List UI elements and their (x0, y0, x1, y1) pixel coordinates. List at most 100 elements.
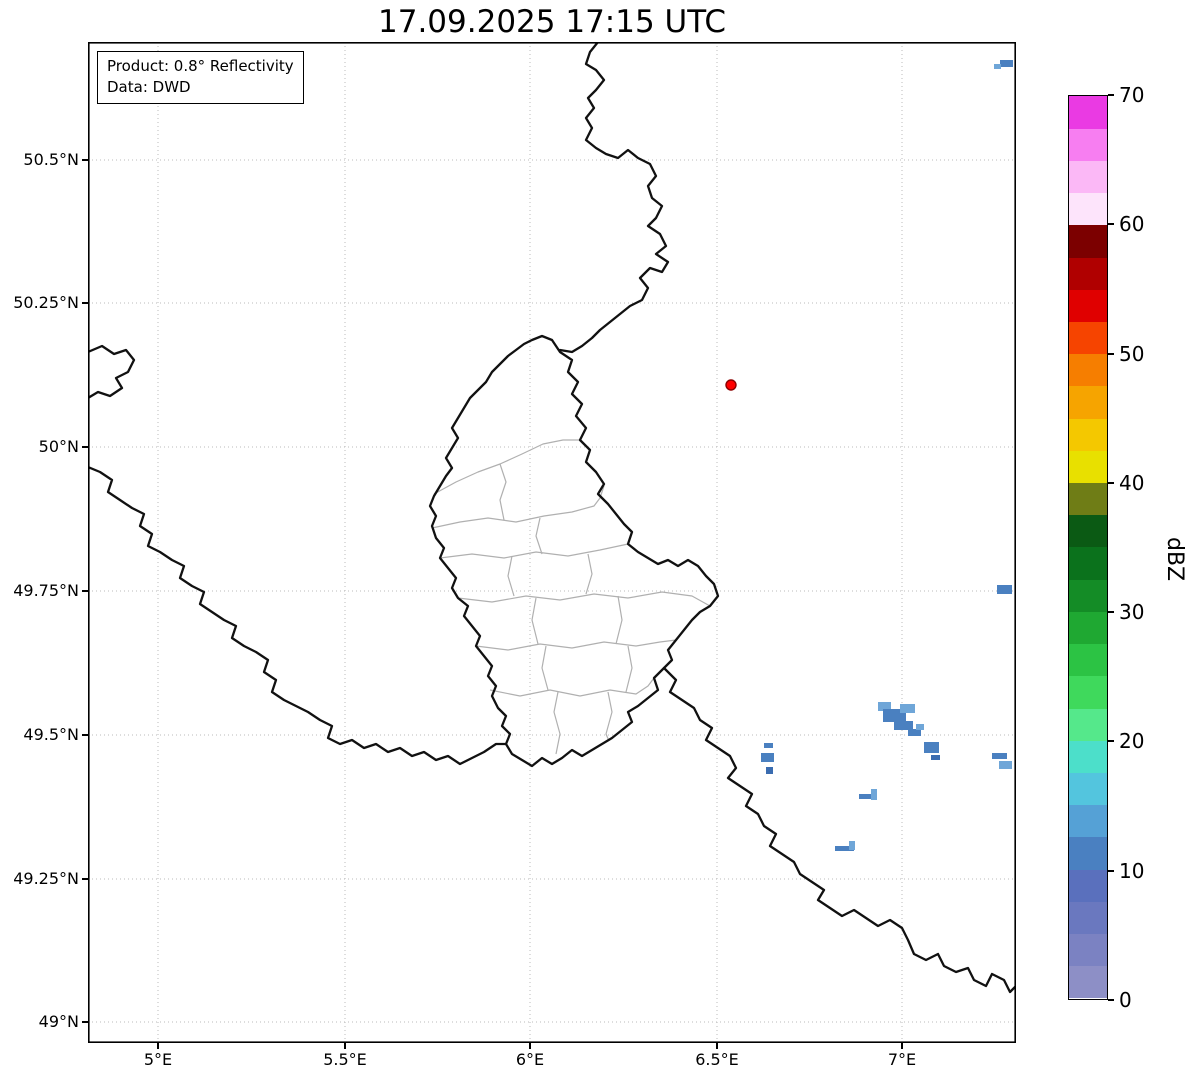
x-tick-label: 6°E (515, 1050, 545, 1069)
canton-border (585, 553, 593, 595)
colorbar-segment (1069, 643, 1107, 677)
canton-border (531, 597, 539, 645)
colorbar-segment (1069, 546, 1107, 580)
radar-echo (992, 753, 1007, 759)
radar-echo (908, 729, 921, 736)
colorbar-tick-mark (1108, 999, 1114, 1001)
colorbar-tick-label: 50 (1119, 341, 1145, 366)
colorbar-segment (1069, 772, 1107, 806)
colorbar-segment (1069, 579, 1107, 612)
radar-echo (894, 721, 913, 730)
info-product: Product: 0.8° Reflectivity (107, 57, 294, 75)
radar-echo (924, 742, 939, 753)
y-tick-mark (82, 878, 88, 880)
x-tick-mark (716, 1043, 718, 1049)
canton-border (507, 555, 515, 597)
y-tick-mark (82, 1021, 88, 1023)
colorbar-segment (1069, 707, 1107, 741)
canton-border (605, 691, 613, 742)
x-tick-label: 6.5°E (695, 1050, 739, 1069)
canton-border (489, 677, 655, 697)
colorbar (1068, 95, 1108, 1000)
colorbar-tick-label: 70 (1119, 83, 1145, 107)
canton-border (625, 645, 633, 693)
radar-echo (878, 702, 891, 711)
x-tick-mark (901, 1043, 903, 1049)
canton-border (499, 463, 507, 521)
colorbar-segment (1069, 192, 1107, 226)
canton-border (433, 439, 580, 495)
colorbar-tick-label: 10 (1119, 858, 1145, 883)
x-tick-label: 5°E (143, 1050, 173, 1069)
radar-echo (835, 846, 854, 851)
colorbar-tick-label: 60 (1119, 212, 1145, 237)
colorbar-segment (1069, 482, 1107, 516)
y-tick-mark (82, 302, 88, 304)
y-tick-mark (82, 159, 88, 161)
colorbar-segment (1069, 257, 1107, 290)
radar-echo (766, 767, 773, 774)
canton-border (457, 591, 711, 607)
canton-border (439, 543, 629, 559)
country-border (428, 334, 720, 768)
colorbar-segment (1069, 321, 1107, 355)
colorbar-tick-mark (1108, 352, 1114, 355)
canton-border (541, 645, 549, 691)
colorbar-segment (1069, 933, 1107, 967)
map-plot: Product: 0.8° Reflectivity Data: DWD (88, 42, 1016, 1043)
colorbar-segment (1069, 868, 1107, 902)
y-tick-mark (82, 734, 88, 736)
info-source: Data: DWD (107, 78, 191, 96)
y-tick-label: 49.75°N (13, 581, 79, 600)
colorbar-tick-label: 30 (1119, 600, 1145, 625)
colorbar-tick-mark (1108, 869, 1114, 872)
y-tick-label: 49°N (38, 1012, 79, 1031)
colorbar-segment (1069, 418, 1107, 451)
colorbar-tick-label: 40 (1119, 470, 1145, 495)
radar-echo (916, 724, 924, 730)
y-tick-label: 50.25°N (13, 293, 79, 312)
radar-echo (999, 761, 1012, 769)
colorbar-tick-mark (1108, 611, 1114, 614)
colorbar-segment (1069, 160, 1107, 194)
colorbar-segment (1069, 514, 1107, 548)
colorbar-tick-label: 20 (1119, 729, 1145, 754)
colorbar-segment (1069, 611, 1107, 645)
info-box: Product: 0.8° Reflectivity Data: DWD (97, 51, 304, 104)
colorbar-segment (1069, 836, 1107, 870)
radar-echo (859, 794, 876, 799)
radar-echo (997, 585, 1012, 594)
canton-border (475, 639, 677, 651)
radar-echo (764, 743, 773, 748)
canton-border (615, 595, 623, 645)
colorbar-tick-mark (1108, 223, 1114, 226)
plot-frame (88, 42, 1016, 1043)
radar-echo (871, 789, 877, 800)
country-border (88, 344, 136, 400)
y-tick-label: 49.5°N (23, 725, 79, 744)
x-tick-mark (529, 1043, 531, 1049)
x-tick-label: 5.5°E (323, 1050, 367, 1069)
colorbar-label: dBZ (1162, 537, 1187, 582)
radar-echo (761, 753, 774, 762)
y-tick-mark (82, 446, 88, 448)
radar-site-marker (725, 379, 737, 391)
radar-echo (994, 64, 1001, 69)
colorbar-segment (1069, 385, 1107, 419)
x-tick-mark (344, 1043, 346, 1049)
colorbar-segment (1069, 675, 1107, 709)
colorbar-segment (1069, 901, 1107, 934)
x-tick-mark (157, 1043, 159, 1049)
y-tick-label: 49.25°N (13, 869, 79, 888)
colorbar-segment (1069, 450, 1107, 484)
radar-echo (1000, 60, 1013, 67)
radar-echo (931, 755, 940, 760)
y-tick-label: 50.5°N (23, 150, 79, 169)
colorbar-tick-mark (1108, 481, 1114, 484)
canton-border (431, 485, 605, 529)
radar-echo (900, 704, 915, 713)
colorbar-tick-label: 0 (1119, 988, 1132, 1012)
colorbar-segment (1069, 96, 1107, 129)
colorbar-segment (1069, 740, 1107, 773)
colorbar-segment (1069, 128, 1107, 161)
